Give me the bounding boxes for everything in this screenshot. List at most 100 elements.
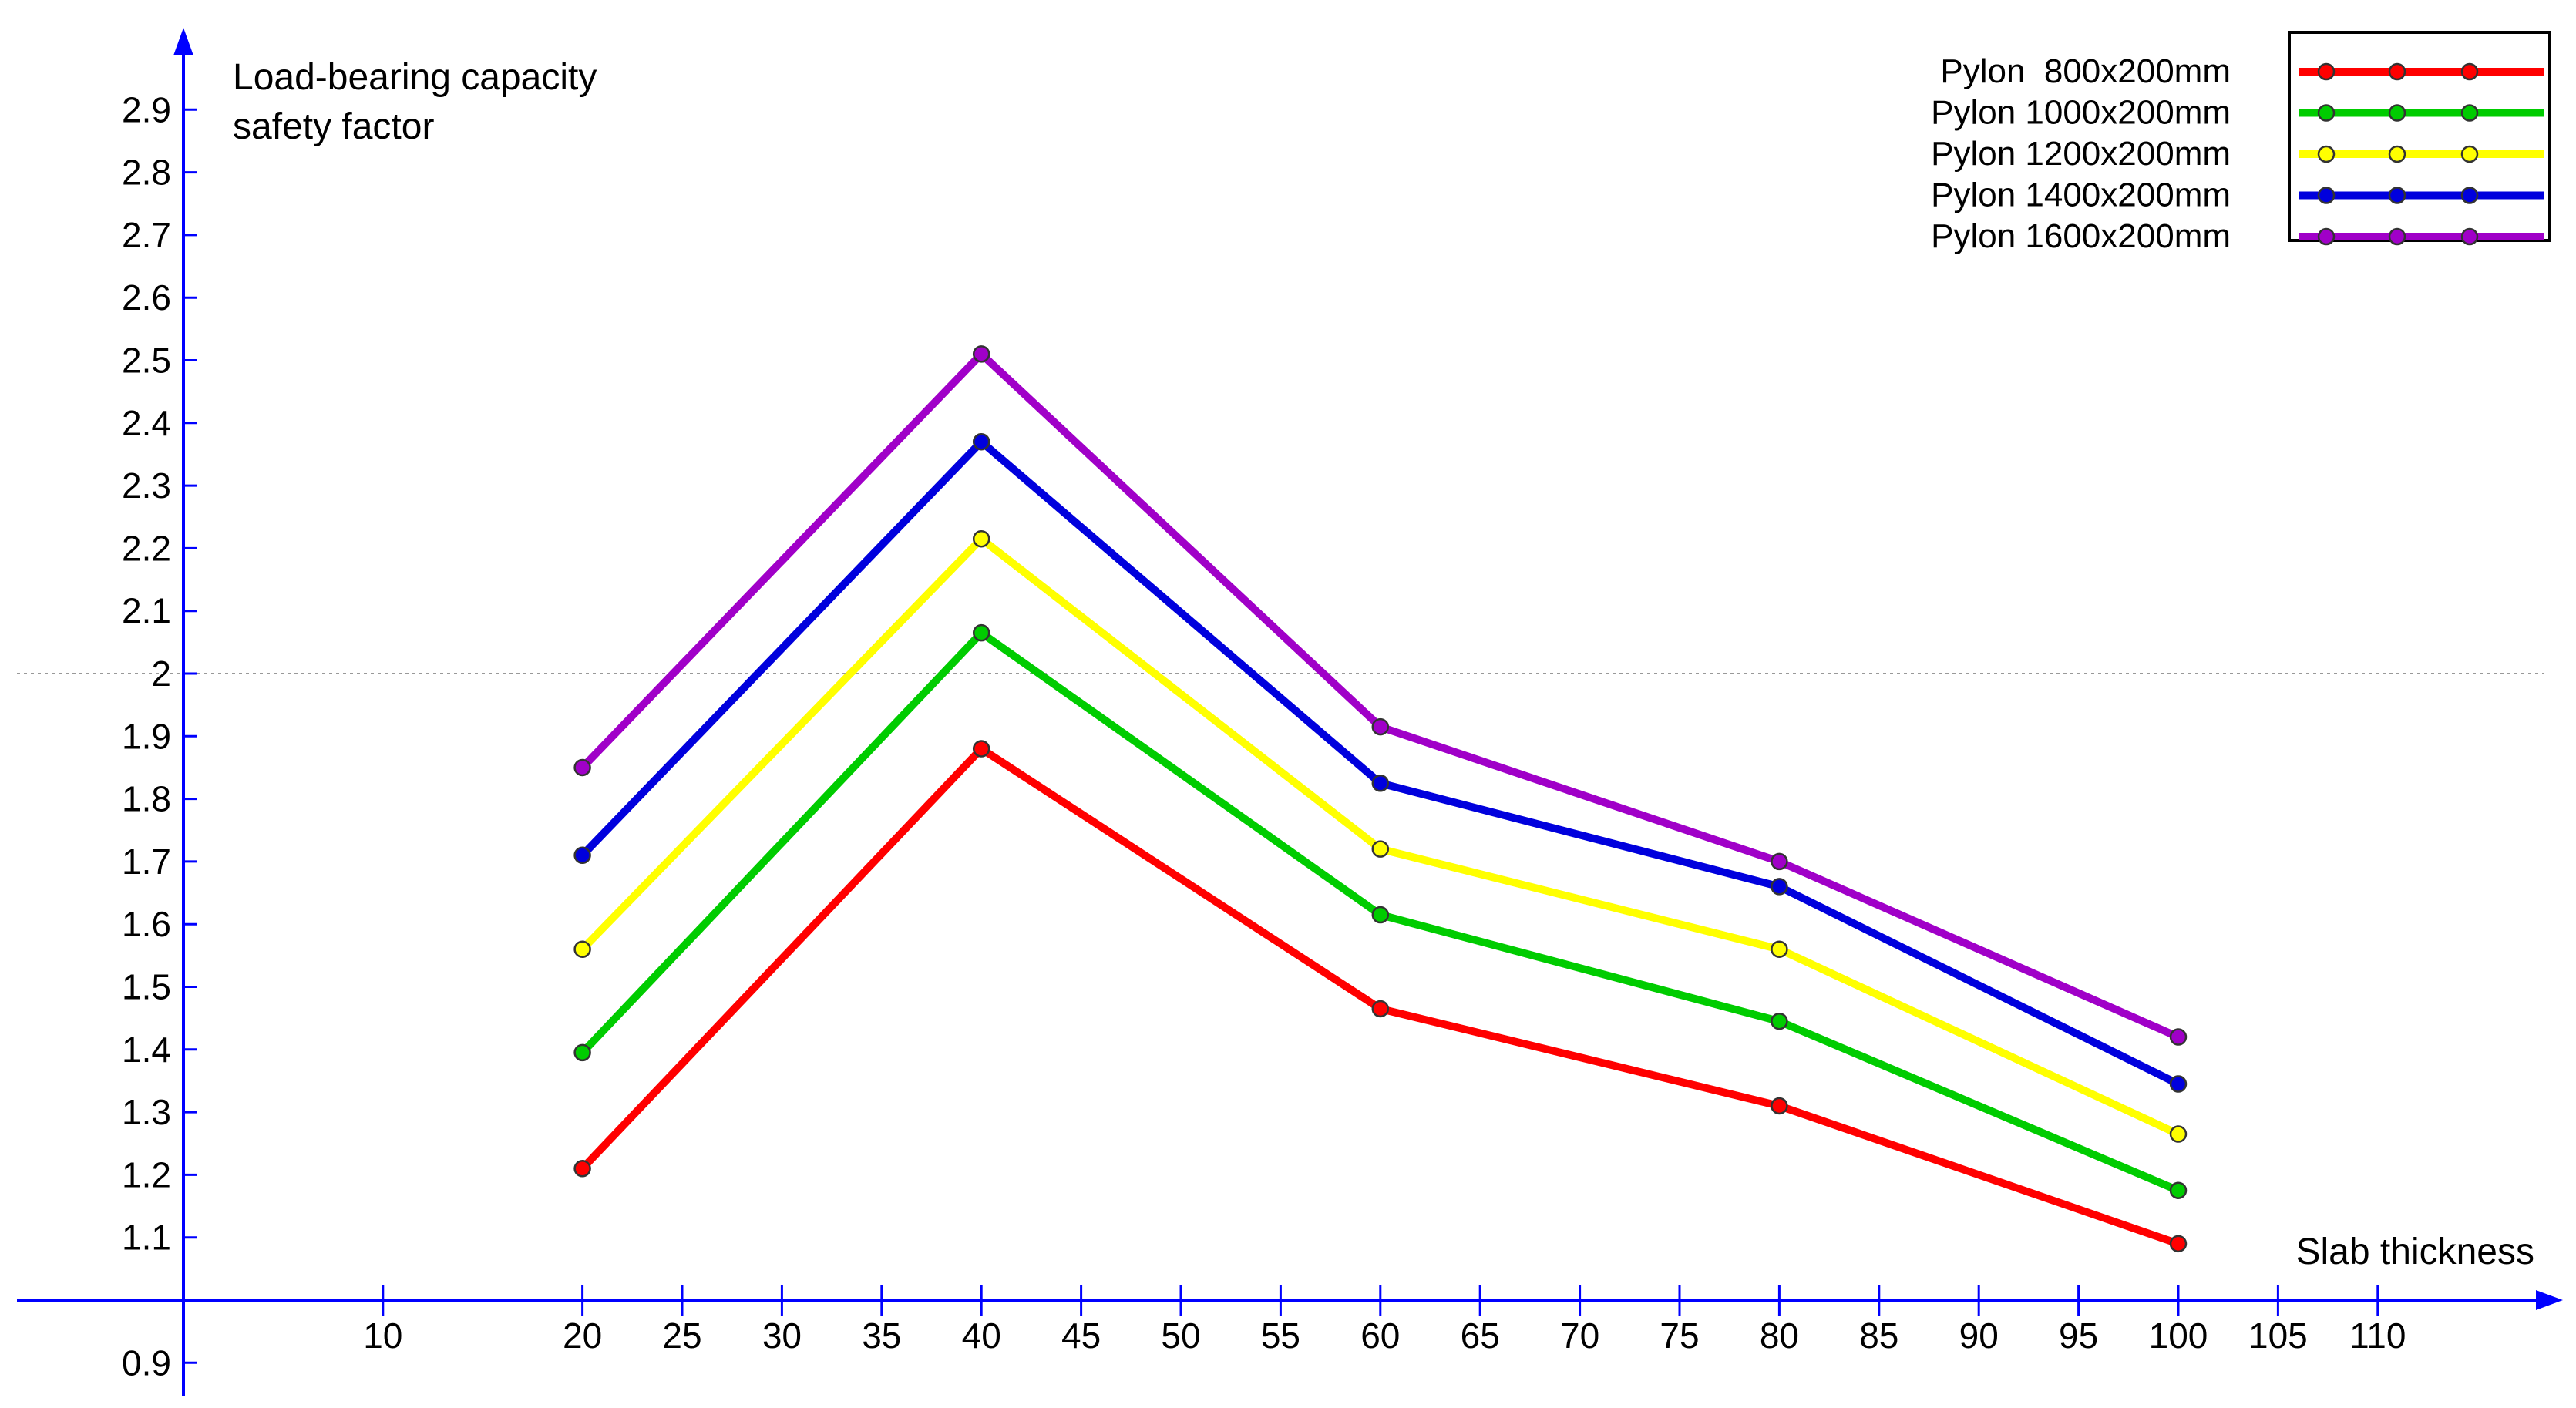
data-point	[1771, 1012, 1788, 1030]
x-tick-label: 60	[1360, 1316, 1400, 1356]
axis-labels: Load-bearing capacity safety factor Slab…	[233, 57, 2534, 1272]
data-point	[972, 432, 990, 451]
legend-swatch-marker	[2388, 227, 2406, 246]
x-tick-label: 30	[762, 1316, 802, 1356]
x-tick-label: 40	[962, 1316, 1001, 1356]
x-tick-label: 100	[2149, 1316, 2208, 1356]
data-point	[573, 758, 591, 777]
legend-swatch-marker	[2317, 62, 2336, 81]
y-tick-label: 1.7	[122, 842, 171, 882]
data-point	[2169, 1235, 2188, 1253]
y-axis-label-line-2: safety factor	[233, 106, 434, 147]
legend-swatch-marker	[2388, 62, 2406, 81]
data-point	[573, 1043, 591, 1062]
data-point	[2169, 1028, 2188, 1046]
y-axis-label-line-1: Load-bearing capacity	[233, 57, 597, 98]
x-tick-label: 80	[1760, 1316, 1799, 1356]
series-group	[573, 345, 2188, 1046]
y-tick-label: 1.8	[122, 779, 171, 819]
legend-label: Pylon 1400x200mm	[1931, 176, 2231, 214]
x-tick-label: 105	[2248, 1316, 2308, 1356]
series-line	[578, 350, 2182, 1041]
y-tick-label: 2.7	[122, 215, 171, 255]
y-tick-label: 0.9	[122, 1342, 171, 1383]
series-group	[573, 529, 2188, 1143]
legend-swatch-marker	[2460, 145, 2479, 163]
y-tick-label: 2.1	[122, 591, 171, 631]
y-tick-label: 1.2	[122, 1154, 171, 1195]
y-tick-label: 2.4	[122, 403, 171, 443]
y-tick-label: 1.4	[122, 1030, 171, 1070]
data-point	[573, 940, 591, 958]
y-axis-arrow	[173, 28, 193, 55]
x-tick-label: 65	[1461, 1316, 1500, 1356]
series-group	[573, 740, 2188, 1253]
data-point	[1371, 717, 1390, 736]
legend-swatch-marker	[2317, 227, 2336, 246]
x-tick-label: 35	[862, 1316, 901, 1356]
x-tick-label: 95	[2059, 1316, 2098, 1356]
data-point	[1771, 940, 1788, 958]
x-tick-label: 45	[1061, 1316, 1101, 1356]
legend-label: Pylon 1000x200mm	[1931, 94, 2231, 132]
series-layer	[573, 345, 2188, 1253]
series-line	[578, 535, 2182, 1138]
x-axis-arrow	[2536, 1290, 2563, 1310]
legend-swatch-marker	[2460, 62, 2479, 81]
y-tick-label: 2.2	[122, 528, 171, 568]
y-tick-label: 2.9	[122, 89, 171, 129]
y-tick-label: 1.3	[122, 1092, 171, 1132]
legend-swatch-marker	[2460, 227, 2479, 246]
legend-swatch-marker	[2317, 187, 2336, 204]
data-point	[2169, 1125, 2188, 1143]
x-tick-label: 20	[563, 1316, 602, 1356]
legend-swatch-marker	[2460, 104, 2479, 122]
data-point	[1371, 775, 1390, 792]
y-tick-label: 2.5	[122, 341, 171, 381]
legend-swatch-marker	[2317, 104, 2336, 122]
legend-swatch-marker	[2388, 104, 2406, 122]
data-point	[1371, 906, 1390, 924]
series-line	[578, 744, 2182, 1248]
data-point	[1371, 840, 1390, 858]
y-tick-label: 2	[151, 654, 171, 694]
data-point	[1771, 852, 1788, 871]
series-line	[578, 438, 2182, 1088]
legend-swatch-marker	[2388, 145, 2406, 163]
x-axis-label: Slab thickness	[2296, 1232, 2535, 1272]
y-tick-label: 2.3	[122, 465, 171, 506]
data-point	[972, 529, 990, 548]
data-point	[972, 623, 990, 642]
data-point	[1771, 878, 1788, 896]
data-point	[1771, 1097, 1788, 1115]
x-tick-label: 55	[1261, 1316, 1300, 1356]
x-tick-label: 10	[363, 1316, 402, 1356]
legend-swatch-marker	[2388, 187, 2406, 204]
y-tick-label: 1.1	[122, 1218, 171, 1258]
axis-ticks: 10 20 25 30 35 40 45 50 55 60 65 70 75 80 85 90 95 100 105…	[122, 89, 2406, 1383]
x-tick-label: 25	[662, 1316, 701, 1356]
x-tick-label: 70	[1560, 1316, 1599, 1356]
data-point	[972, 740, 990, 758]
legend-label: Pylon 1600x200mm	[1931, 217, 2231, 255]
series-group	[573, 432, 2188, 1093]
y-tick-label: 1.6	[122, 904, 171, 944]
x-tick-label: 75	[1660, 1316, 1699, 1356]
legend-label: Pylon 800x200mm	[1940, 52, 2231, 90]
x-tick-label: 90	[1959, 1316, 1999, 1356]
y-tick-label: 1.5	[122, 967, 171, 1007]
legend-label: Pylon 1200x200mm	[1931, 135, 2231, 173]
x-tick-label: 50	[1161, 1316, 1200, 1356]
y-tick-label: 1.9	[122, 716, 171, 756]
data-point	[573, 1160, 591, 1178]
data-point	[972, 345, 990, 363]
y-tick-label: 2.6	[122, 277, 171, 318]
legend-swatch-marker	[2317, 145, 2336, 163]
series-group	[573, 623, 2188, 1199]
legend-swatch-marker	[2460, 187, 2479, 204]
x-tick-label: 85	[1859, 1316, 1898, 1356]
data-point	[1371, 1000, 1390, 1018]
data-point	[2169, 1181, 2188, 1199]
